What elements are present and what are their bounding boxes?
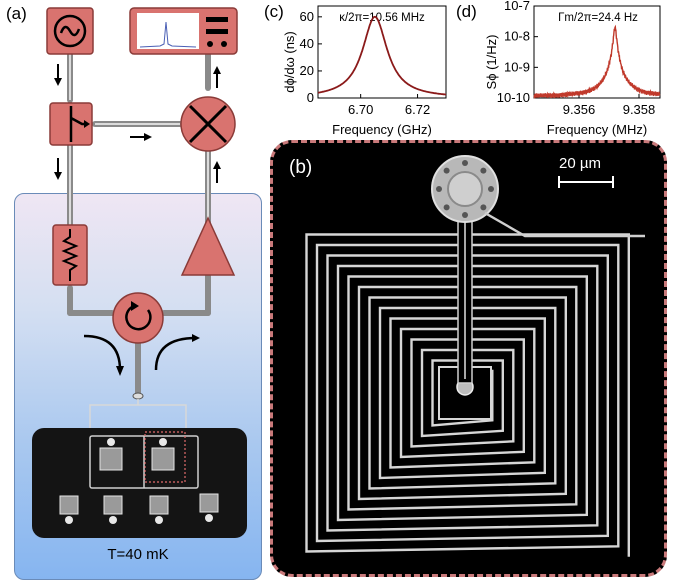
chart-d-ytick-label: 10-8 xyxy=(504,29,530,44)
chart-c: dϕ/dω (ns) κ/2π=10.56 MHz Frequency (GHz… xyxy=(282,5,447,137)
spiral-trace xyxy=(305,233,630,557)
circuit-schematic xyxy=(46,7,238,436)
amplifier-icon xyxy=(180,216,236,276)
signal-direction-arrows xyxy=(54,64,221,183)
vent-hole xyxy=(480,167,487,174)
chart-d-ylabel: Sϕ (1/Hz) xyxy=(484,35,499,90)
vent-hole xyxy=(480,204,487,211)
chart-d-xlabel: Frequency (MHz) xyxy=(547,122,647,137)
chart-d-xtick-label: 9.356 xyxy=(563,102,596,117)
chart-d-annotation: Γm/2π=24.4 Hz xyxy=(558,12,638,24)
temperature-label: T=40 mK xyxy=(107,546,169,563)
spectrum-analyzer-icon xyxy=(129,7,238,55)
vent-hole xyxy=(436,186,442,192)
panel-d-label: (d) xyxy=(456,2,477,21)
panel-c-label: (c) xyxy=(264,2,284,21)
chart-d-ytick-label: 10-10 xyxy=(497,90,530,105)
circulator-icon xyxy=(112,292,164,344)
chart-c-xlabel: Frequency (GHz) xyxy=(332,122,432,137)
panel-b-label: (b) xyxy=(289,157,313,178)
chart-d-ytick-label: 10-7 xyxy=(504,0,530,13)
vent-hole xyxy=(488,186,494,192)
micrograph-image: (b) 20 µm xyxy=(270,140,667,577)
chart-d-series-line xyxy=(533,24,661,99)
vent-hole xyxy=(462,212,468,218)
chart-c-xtick-label: 6.70 xyxy=(348,102,373,117)
attenuator-icon xyxy=(52,224,88,286)
chip-image xyxy=(32,428,247,538)
spiral-inductor xyxy=(305,155,645,557)
chart-c-ytick-label: 60 xyxy=(300,9,314,24)
circulator-flow-arrows xyxy=(83,334,197,371)
vent-hole xyxy=(443,167,450,174)
scale-bar xyxy=(558,181,614,183)
resonator-array xyxy=(59,431,219,524)
vent-hole xyxy=(462,160,468,166)
resonator-highlighted xyxy=(144,431,186,483)
chart-c-ytick-label: 40 xyxy=(300,36,314,51)
chart-c-ytick-label: 20 xyxy=(300,63,314,78)
mixer-icon xyxy=(180,96,236,152)
vent-hole xyxy=(443,204,450,211)
coupler-icon xyxy=(49,102,93,146)
chart-c-series-line xyxy=(317,15,446,96)
chart-d: Sϕ (1/Hz) Γm/2π=24.4 Hz Frequency (MHz) … xyxy=(484,0,661,137)
scale-bar-label: 20 µm xyxy=(559,155,601,172)
chart-c-ytick-label: 0 xyxy=(307,90,314,105)
chart-c-ylabel: dϕ/dω (ns) xyxy=(282,31,297,93)
chart-c-xtick-label: 6.72 xyxy=(405,102,430,117)
chart-d-xtick-label: 9.358 xyxy=(623,102,656,117)
chart-d-ytick-label: 10-9 xyxy=(504,59,530,74)
drum-membrane xyxy=(447,171,483,207)
chart-c-annotation: κ/2π=10.56 MHz xyxy=(339,12,425,24)
signal-generator-icon xyxy=(46,7,94,55)
panel-a-label: (a) xyxy=(6,4,27,23)
